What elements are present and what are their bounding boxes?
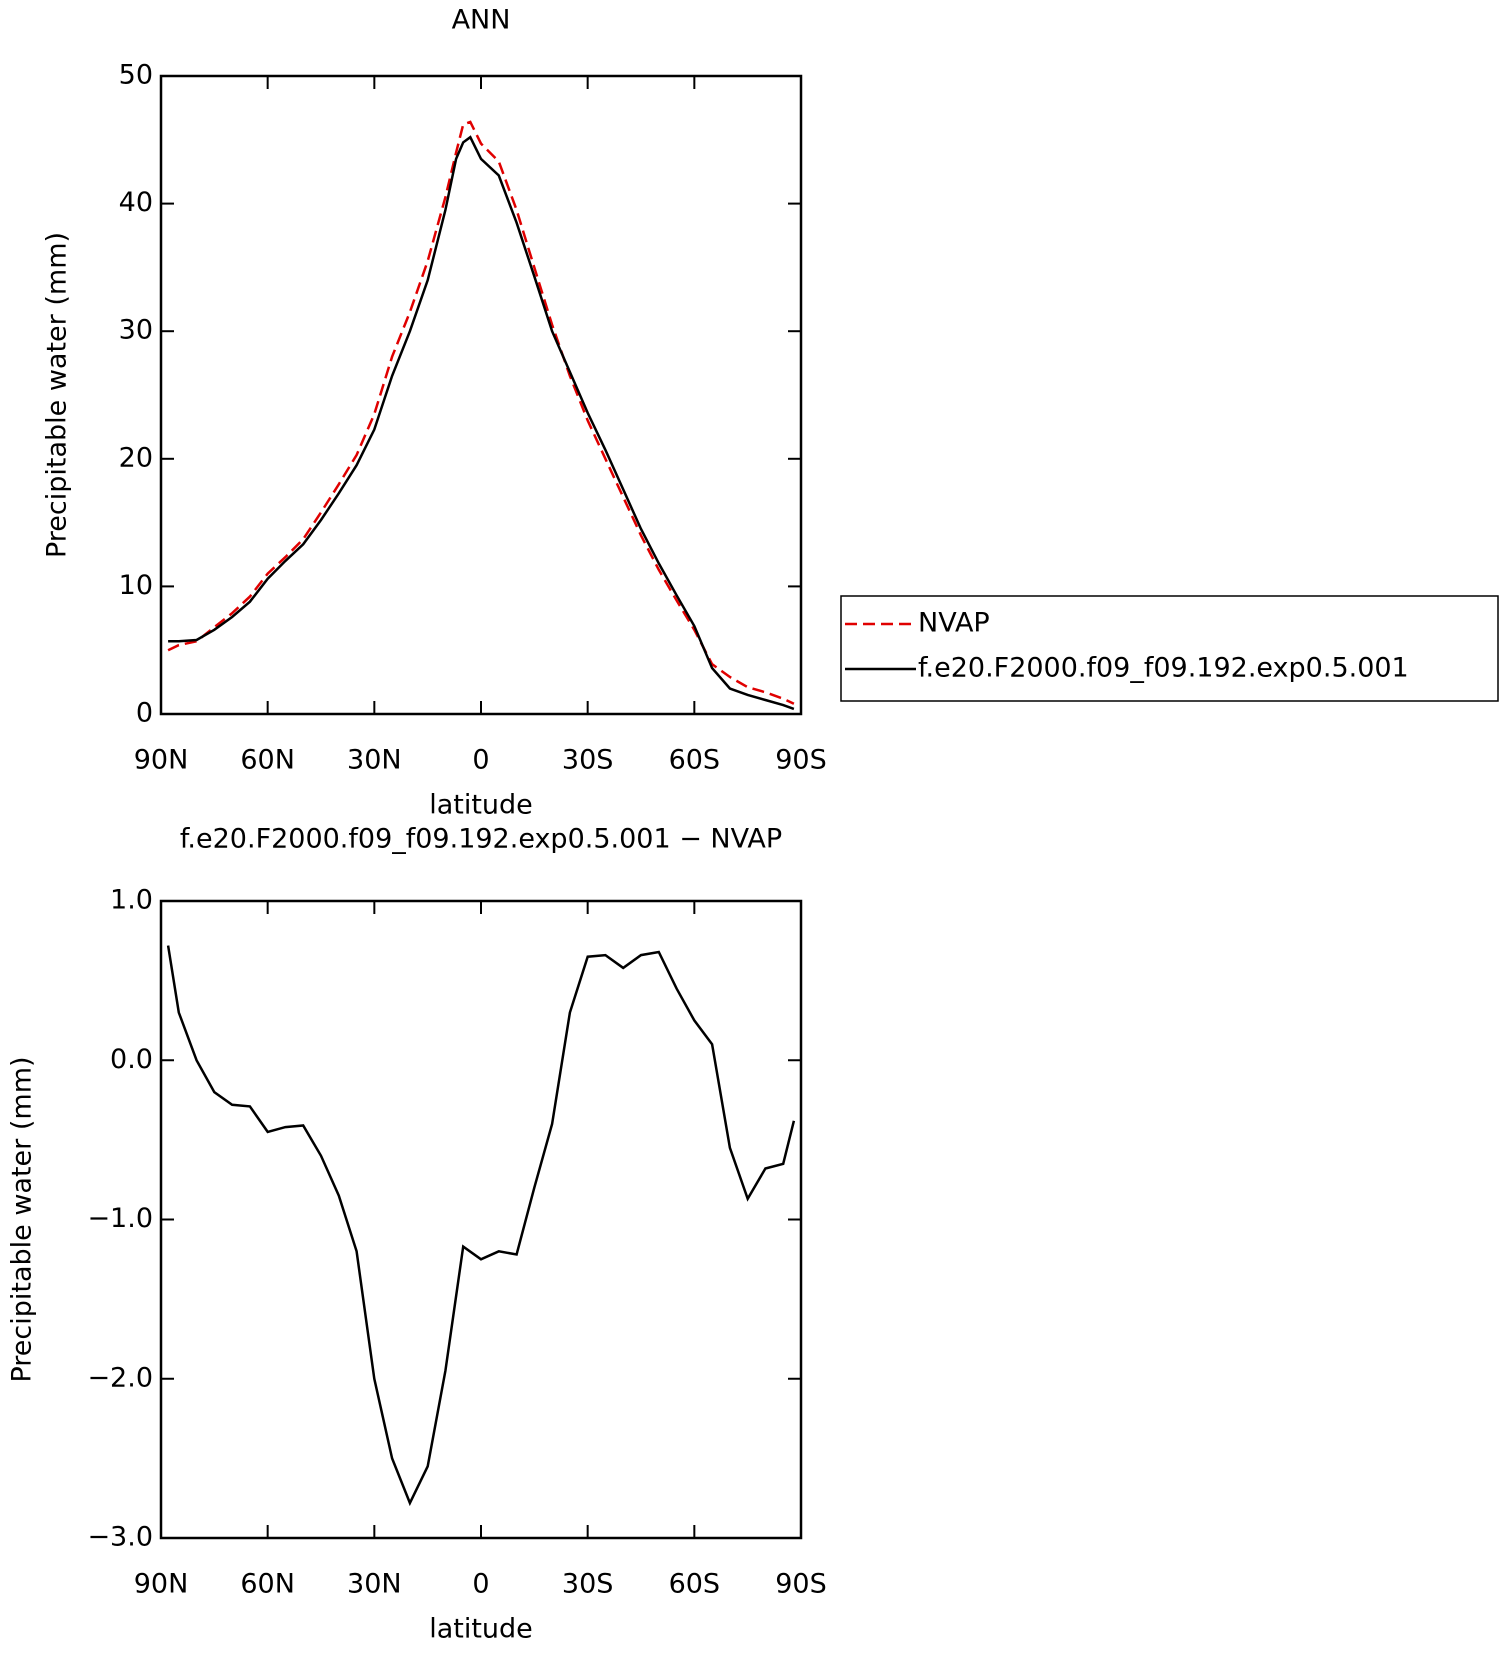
y-tick-label: 30 [119, 315, 153, 346]
x-tick-label: 90N [134, 1569, 189, 1600]
x-tick-label: 60S [669, 745, 721, 776]
x-tick-label: 60N [240, 1569, 295, 1600]
y-tick-label: 0 [136, 698, 153, 729]
x-tick-label: 30N [347, 745, 402, 776]
legend-box [840, 595, 1499, 702]
y-tick-label: 10 [119, 570, 153, 601]
legend-label: f.e20.F2000.f09_f09.192.exp0.5.001 [918, 653, 1409, 684]
x-tick-label: 30S [562, 1569, 614, 1600]
data-line [167, 120, 795, 705]
y-tick-label: −1.0 [87, 1203, 153, 1234]
chart-title: f.e20.F2000.f09_f09.192.exp0.5.001 − NVA… [180, 824, 782, 855]
x-tick-label: 60N [240, 745, 295, 776]
y-tick-label: −2.0 [87, 1362, 153, 1393]
plot-frame [159, 74, 803, 716]
x-tick-label: 30S [562, 745, 614, 776]
y-tick-label: 1.0 [110, 885, 153, 916]
x-tick-label: 0 [472, 1569, 489, 1600]
chart-title: ANN [452, 5, 511, 36]
x-axis-label: latitude [429, 790, 533, 821]
data-line [168, 135, 795, 711]
data-line [166, 945, 796, 1507]
y-tick-label: 40 [119, 187, 153, 218]
x-tick-label: 0 [472, 745, 489, 776]
y-axis-label: Precipitable water (mm) [42, 232, 73, 558]
legend-label: NVAP [918, 608, 990, 639]
x-tick-label: 90S [775, 745, 827, 776]
x-tick-label: 60S [669, 1569, 721, 1600]
plot-frame [159, 899, 803, 1540]
y-tick-label: 0.0 [110, 1044, 153, 1075]
y-tick-label: −3.0 [87, 1522, 153, 1553]
x-tick-label: 30N [347, 1569, 402, 1600]
x-tick-label: 90N [134, 745, 189, 776]
y-axis-label: Precipitable water (mm) [7, 1056, 38, 1382]
y-tick-label: 50 [119, 60, 153, 91]
x-tick-label: 90S [775, 1569, 827, 1600]
y-tick-label: 20 [119, 442, 153, 473]
x-axis-label: latitude [429, 1614, 533, 1645]
